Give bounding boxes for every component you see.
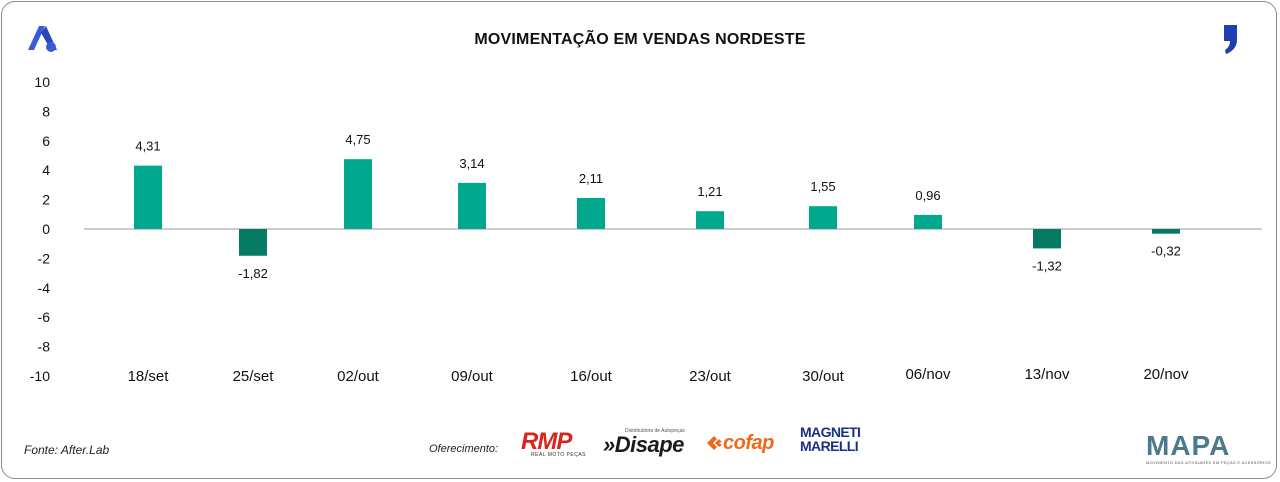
bar [696,211,724,229]
x-category-label: 02/out [337,368,380,385]
y-tick-label: 0 [42,221,50,237]
x-category-label: 16/out [570,368,613,385]
y-tick-label: 2 [42,192,50,208]
chart-title: MOVIMENTAÇÃO EM VENDAS NORDESTE [474,31,806,48]
bar [577,197,605,229]
bar [239,229,267,256]
x-category-label: 09/out [451,368,494,385]
x-category-label: 06/nov [905,366,951,383]
bar [914,214,942,229]
bar-value-label: -1,82 [238,266,268,281]
magneti-marelli-logo: MAGNETI MARELLI [800,425,870,457]
disape-tagline: Distribuidora de Autopeças [625,428,685,434]
magneti-logo-text: MAGNETI MARELLI [800,424,861,454]
y-tick-label: 10 [34,74,50,90]
x-category-label: 23/out [689,368,732,385]
bar [809,206,837,229]
y-tick-label: -2 [38,250,51,266]
bar-value-label: 2,11 [579,171,603,186]
disape-logo: Distribuidora de Autopeças »Disape [603,428,693,458]
y-tick-label: -8 [38,339,51,355]
bar-value-label: 4,31 [135,139,160,154]
x-category-label: 30/out [802,368,845,385]
bar-value-label: 1,21 [697,184,722,199]
y-tick-label: 8 [42,103,50,119]
quote-logo-icon [1224,25,1237,54]
y-tick-label: -6 [38,309,51,325]
y-tick-label: 4 [42,162,50,178]
a-logo-icon [28,26,57,52]
disape-logo-text: »Disape [603,432,684,457]
mapa-logo-text: MAPA [1146,430,1231,461]
rmp-logo: RMP REAL MOTO PEÇAS [521,428,591,462]
x-category-label: 13/nov [1024,366,1070,383]
bar-value-label: 0,96 [915,188,940,203]
bar [1033,229,1061,249]
rmp-tagline: REAL MOTO PEÇAS [531,452,587,458]
bar-value-label: 4,75 [345,132,370,147]
y-tick-label: -10 [30,368,50,384]
bar [134,165,162,229]
mapa-logo: MAPA MOVIMENTO DAS ATIVIDADES EM PEÇAS E… [1146,430,1271,470]
bar [458,182,486,229]
offered-by-label: Oferecimento: [429,443,499,455]
y-tick-label: 6 [42,133,50,149]
rmp-logo-text: RMP [521,428,572,455]
cofap-mark-icon [707,436,722,450]
bar-value-label: -1,32 [1032,258,1062,273]
cofap-logo: cofap [705,430,795,458]
mapa-tagline: MOVIMENTO DAS ATIVIDADES EM PEÇAS E ACES… [1146,460,1272,465]
x-category-label: 18/set [128,368,170,385]
bar-value-label: 3,14 [459,156,484,171]
bar [344,159,372,229]
x-category-label: 25/set [233,368,275,385]
y-tick-label: -4 [38,280,51,296]
bar [1152,229,1180,234]
cofap-logo-text: cofap [723,432,774,454]
x-category-label: 20/nov [1143,366,1189,383]
bar-value-label: -0,32 [1151,244,1181,259]
source-note: Fonte: After.Lab [24,443,110,457]
bar-value-label: 1,55 [810,179,835,194]
